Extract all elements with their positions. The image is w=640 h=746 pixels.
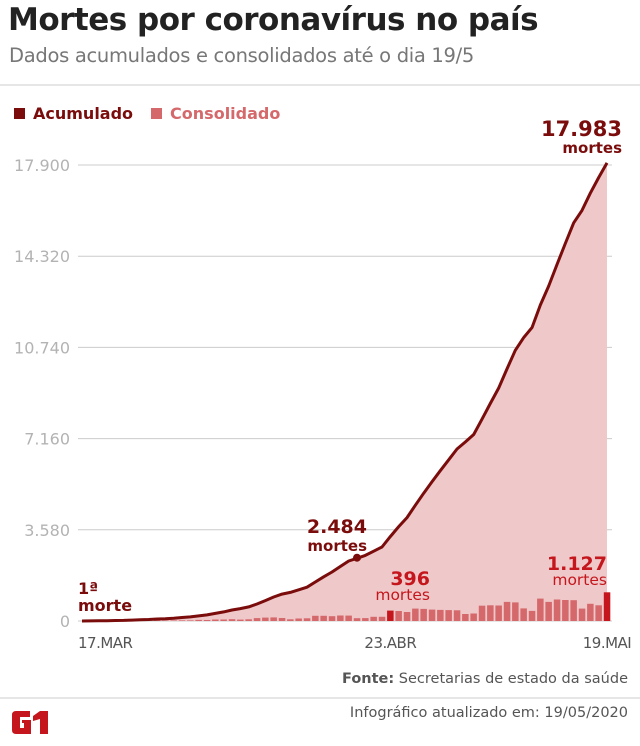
bar (478, 605, 486, 621)
bar (570, 600, 577, 621)
bar (195, 619, 202, 621)
bar (278, 618, 286, 621)
accumulated-area (82, 162, 607, 621)
x-tick-label: 23.ABR (364, 634, 416, 652)
bar (203, 620, 211, 621)
bar (320, 615, 327, 621)
annotation-end-value: 17.983 (541, 117, 622, 141)
annotation-point (353, 553, 361, 562)
bar (212, 619, 219, 621)
bar (420, 608, 427, 621)
bar (345, 615, 352, 621)
bar (553, 599, 561, 621)
bar (462, 614, 469, 621)
bar (487, 605, 494, 621)
bar (237, 619, 244, 621)
bar (445, 610, 452, 621)
bar (220, 619, 227, 621)
y-tick-label: 10.740 (14, 338, 70, 357)
annotation-first-death-bottom: morte (78, 596, 132, 615)
bar-highlight (603, 592, 611, 621)
bar (595, 605, 602, 621)
legend-item-consolidated: Consolidado (151, 104, 280, 123)
annotation-first-death-top: 1ª (78, 579, 98, 598)
legend-swatch-consolidated (151, 108, 163, 119)
bar (245, 619, 252, 621)
bar (253, 618, 261, 621)
annotation-mid-value: 2.484 (307, 516, 367, 538)
annotation-mid-unit: mortes (307, 537, 367, 555)
annotation-bar2-unit: mortes (552, 571, 607, 589)
x-tick-label: 19.MAI (583, 634, 631, 652)
y-tick-label: 3.580 (24, 521, 70, 540)
chart-subtitle: Dados acumulados e consolidados até o di… (9, 44, 475, 67)
bar (170, 620, 177, 621)
legend-swatch-accumulated (14, 108, 25, 119)
chart-title: Mortes por coronavírus no país (8, 2, 539, 38)
bar (403, 612, 411, 621)
bar (378, 616, 386, 621)
bar-highlight (387, 610, 394, 621)
bar (562, 600, 569, 621)
source-label: Fonte: (342, 671, 395, 687)
header-divider (0, 84, 640, 86)
bar (453, 610, 461, 621)
bar (412, 608, 419, 621)
bar (587, 603, 594, 621)
bar (528, 610, 536, 621)
y-tick-label: 7.160 (24, 430, 70, 449)
x-tick-label: 17.MAR (78, 634, 133, 652)
bar (328, 616, 336, 621)
bar (295, 618, 302, 621)
annotation-bar1-value: 396 (390, 568, 430, 590)
legend-label-accumulated: Acumulado (33, 104, 134, 123)
annotation-bar2-value: 1.127 (547, 553, 607, 575)
legend-label-consolidated: Consolidado (170, 104, 281, 123)
bar (303, 618, 311, 621)
g1-logo-icon (12, 711, 48, 734)
bar (370, 616, 377, 621)
updated-note: Infográfico atualizado em: 19/05/2020 (349, 705, 628, 721)
bar (512, 602, 519, 621)
bar (312, 615, 319, 621)
bar (428, 609, 436, 621)
y-tick-label: 0 (60, 612, 70, 631)
source-note: Fonte: Secretarias de estado da saúde (342, 671, 628, 687)
bar (228, 619, 236, 621)
bar (270, 617, 277, 621)
bar (437, 609, 444, 621)
bar (287, 619, 294, 621)
bar (545, 601, 552, 621)
legend-item-accumulated: Acumulado (14, 104, 133, 123)
bar (337, 615, 344, 621)
accumulated-line (81, 162, 609, 623)
bar (395, 611, 402, 621)
source-text: Secretarias de estado da saúde (398, 671, 628, 687)
bar (187, 620, 194, 621)
bar (262, 617, 269, 621)
bar (470, 613, 477, 621)
y-tick-label: 17.900 (14, 156, 70, 175)
bar (537, 598, 544, 621)
bar (520, 608, 527, 621)
bar (578, 608, 586, 621)
bar (495, 605, 502, 621)
legend: Acumulado Consolidado (14, 104, 280, 123)
footer-divider (0, 697, 640, 699)
bar (153, 620, 161, 621)
bar (503, 601, 511, 621)
bar (178, 620, 186, 621)
annotation-end-unit: mortes (562, 139, 622, 157)
annotation-bar1-unit: mortes (375, 586, 430, 604)
y-tick-label: 14.320 (14, 247, 70, 266)
bar (353, 618, 361, 621)
bar (362, 618, 369, 621)
